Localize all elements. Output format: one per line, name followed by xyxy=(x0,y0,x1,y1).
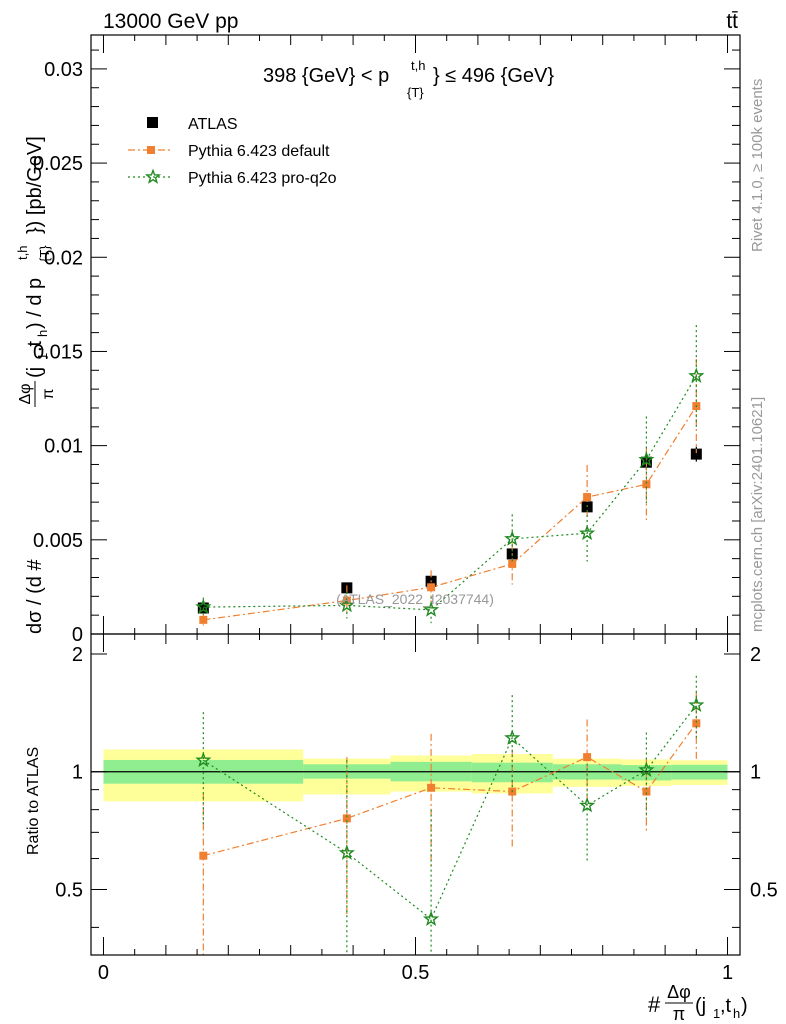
ylabel-part-2: (j xyxy=(24,367,46,378)
ratio-point-pythia-6-423-pro-q2o-6 xyxy=(688,696,705,713)
ratio-point-pythia-6-423-default-2 xyxy=(427,783,436,792)
ratio-point-pythia-6-423-default-0 xyxy=(199,851,208,860)
ylabel-part-5: }) [pb/GeV] xyxy=(24,136,46,234)
data-point-pythia-6-423-default-2 xyxy=(427,583,436,592)
xtick-label-0: 0 xyxy=(98,962,109,984)
main-ytick-label-1: 0.005 xyxy=(33,530,83,552)
legend-item-atlas: ATLAS xyxy=(147,116,238,133)
chart-title: 398 {GeV} < p t,h {T} } ≤ 496 {GeV} xyxy=(263,58,554,100)
main-ylabel: dσ / (d # Δφ π (j 1 ,t h ) / d p t,h {T}… xyxy=(15,136,57,634)
data-point-pythia-6-423-pro-q2o-2 xyxy=(422,601,440,617)
legend-label-atlas: ATLAS xyxy=(188,116,238,133)
ylabel-sub-3: {T} xyxy=(37,245,52,262)
data-point-atlas-6 xyxy=(690,448,702,460)
xlabel-part-2: ,t xyxy=(720,995,732,1017)
xtick-label-2: 1 xyxy=(722,962,733,984)
xlabel-sub-2: h xyxy=(733,1006,740,1021)
xlabel: # Δφ π (j 1 ,t h ) xyxy=(648,982,748,1024)
xlabel-part-3: ) xyxy=(741,995,748,1017)
main-ytick-label-0: 0 xyxy=(72,624,83,646)
legend-marker-atlas xyxy=(147,117,158,128)
main-panel-series xyxy=(195,325,705,626)
ratio-point-pythia-6-423-default-5 xyxy=(642,787,651,796)
ylabel-sub-2: h xyxy=(35,330,50,337)
data-point-pythia-6-423-pro-q2o-0 xyxy=(195,598,212,614)
data-point-pythia-6-423-pro-q2o-5 xyxy=(638,451,655,467)
ratio-point-pythia-6-423-pro-q2o-4 xyxy=(579,796,596,813)
ratio-point-pythia-6-423-default-4 xyxy=(583,753,592,762)
legend-label-pythia-proq2o: Pythia 6.423 pro-q2o xyxy=(188,170,337,187)
ratio-point-pythia-6-423-default-1 xyxy=(342,814,351,823)
data-point-pythia-6-423-pro-q2o-3 xyxy=(504,530,521,546)
title-sup: t,h xyxy=(411,58,425,73)
data-point-pythia-6-423-default-4 xyxy=(583,493,592,502)
energy-label: 13000 GeV pp xyxy=(103,10,238,33)
legend-item-pythia-proq2o: Pythia 6.423 pro-q2o xyxy=(128,168,337,187)
ratio-ytick-label-left-2: 2 xyxy=(72,644,83,666)
ylabel-part-1: dσ / (d # xyxy=(24,559,46,634)
series-line-pythia-6-423-default xyxy=(203,405,697,621)
main-ytick-label-2: 0.01 xyxy=(44,436,83,458)
ratio-line-pythia-6-423-pro-q2o xyxy=(202,704,697,921)
ylabel-part-3: ,t xyxy=(24,340,46,352)
ratio-point-pythia-6-423-pro-q2o-5 xyxy=(638,761,655,777)
ratio-point-pythia-6-423-pro-q2o-0 xyxy=(195,751,212,768)
data-point-pythia-6-423-default-5 xyxy=(642,480,651,489)
process-label: tt̄ xyxy=(726,10,738,33)
legend-marker-pythia-default xyxy=(147,146,155,154)
main-ytick-label-3: 0.015 xyxy=(33,341,83,363)
xlabel-hash: # xyxy=(648,992,661,1017)
legend: ATLAS Pythia 6.423 default Pythia 6.423 … xyxy=(128,116,337,187)
svg-text:398 {GeV} < p: 398 {GeV} < p xyxy=(263,65,389,87)
ratio-ylabel: Ratio to ATLAS xyxy=(25,747,42,855)
ylabel-frac-den: π xyxy=(40,388,57,399)
title-right: } ≤ 496 {GeV} xyxy=(433,65,554,87)
xlabel-frac-num: Δφ xyxy=(667,982,691,1002)
data-point-pythia-6-423-default-3 xyxy=(508,559,517,568)
legend-item-pythia-default: Pythia 6.423 default xyxy=(128,143,330,160)
ratio-point-pythia-6-423-pro-q2o-2 xyxy=(422,910,440,926)
ratio-point-pythia-6-423-pro-q2o-1 xyxy=(338,844,355,860)
ylabel-part-4: ) / d p xyxy=(24,278,46,329)
data-point-pythia-6-423-pro-q2o-6 xyxy=(688,367,705,383)
ratio-panel-series xyxy=(195,675,705,955)
ratio-ytick-label-right-2: 2 xyxy=(750,644,761,666)
main-ytick-label-6: 0.03 xyxy=(44,59,83,81)
ratio-point-pythia-6-423-pro-q2o-3 xyxy=(504,729,521,745)
xlabel-sub-1: 1 xyxy=(713,1006,720,1021)
rivet-version-label: Rivet 4.1.0, ≥ 100k events xyxy=(749,79,766,252)
ylabel-sup: t,h xyxy=(15,246,30,260)
axes: 0 0.005 0.01 0.015 0.02 0.025 0.03 0 0.5 1 0.5 0.5 1… xyxy=(33,34,778,984)
title-sub: {T} xyxy=(407,85,424,100)
xtick-label-1: 0.5 xyxy=(402,962,430,984)
ratio-point-pythia-6-423-default-6 xyxy=(692,719,701,728)
ylabel-sub-1: 1 xyxy=(35,353,50,360)
stat-uncertainty-band-3 xyxy=(471,762,553,783)
ratio-ytick-label-left-1: 1 xyxy=(72,762,83,784)
legend-label-pythia-default: Pythia 6.423 default xyxy=(188,143,330,160)
ratio-ytick-label-right-0: 0.5 xyxy=(750,879,778,901)
legend-marker-pythia-proq2o xyxy=(144,168,162,184)
data-point-pythia-6-423-default-0 xyxy=(199,615,208,624)
main-ytick-label-5: 0.025 xyxy=(33,153,83,175)
xlabel-frac-den: π xyxy=(673,1004,685,1024)
mcplots-source-label: mcplots.cern.ch [arXiv:2401.10621] xyxy=(749,397,766,632)
analysis-watermark: (ATLAS_2022_I2037744) xyxy=(336,591,494,607)
title-left: 398 {GeV} < p xyxy=(263,65,389,87)
ylabel-frac-num: Δφ xyxy=(17,383,34,404)
series-line-pythia-6-423-pro-q2o xyxy=(203,375,697,611)
svg-text:dσ / (d #: dσ / (d # xyxy=(24,559,46,634)
ratio-ytick-label-right-1: 1 xyxy=(750,762,761,784)
data-point-pythia-6-423-pro-q2o-4 xyxy=(579,524,596,541)
xlabel-part-1: (j xyxy=(695,995,706,1017)
ratio-ytick-label-left-0: 0.5 xyxy=(55,879,83,901)
data-point-pythia-6-423-pro-q2o-1 xyxy=(338,596,355,613)
main-ytick-label-4: 0.02 xyxy=(44,247,83,269)
